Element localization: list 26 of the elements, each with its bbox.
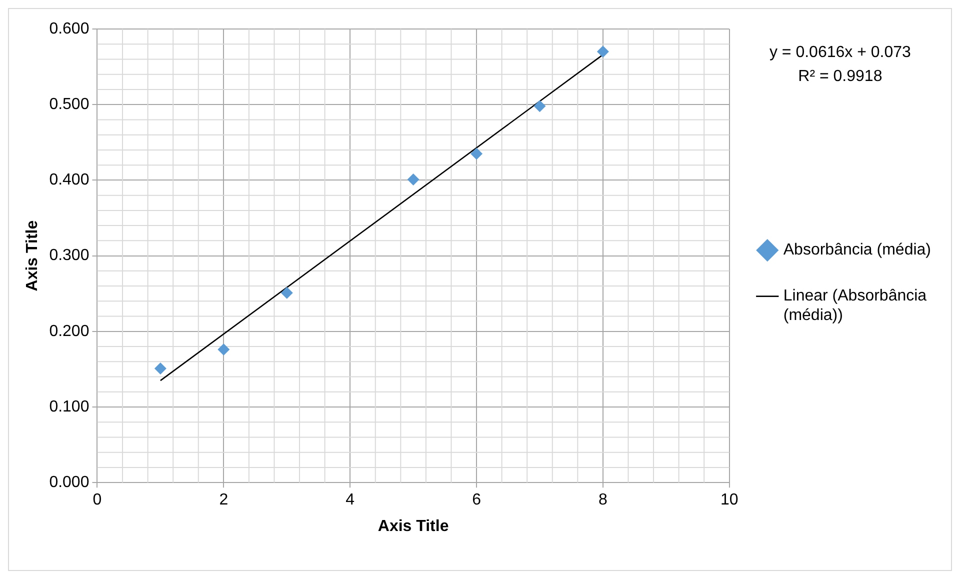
point	[218, 344, 230, 356]
text: R² = 0.9918	[798, 68, 882, 85]
point	[154, 362, 166, 374]
legend-label: Linear (Absorbância (média))	[783, 288, 927, 324]
x-tick-label: 10	[720, 492, 738, 509]
y-axis-title: Axis Title	[24, 220, 42, 292]
y-tick-label: 0.500	[49, 96, 90, 114]
legend-label: Absorbância (média)	[783, 242, 931, 259]
y-tick-label: 0.100	[49, 398, 90, 416]
text: y = 0.0616x + 0.073	[769, 44, 912, 61]
x-tick-label: 4	[346, 492, 355, 509]
point	[596, 46, 609, 58]
x-tick-label: 0	[92, 492, 102, 509]
x-axis-title: Axis Title	[378, 518, 449, 535]
point	[470, 148, 483, 160]
point	[534, 100, 546, 112]
y-tick-label: 0.400	[49, 172, 90, 189]
x-tick-label: 6	[472, 492, 482, 509]
x-tick-label: 2	[219, 492, 228, 509]
y-tick-label: 0.600	[49, 20, 90, 38]
x-tick-label: 8	[598, 492, 608, 509]
point	[407, 173, 420, 186]
point	[280, 286, 293, 299]
y-tick-label: 0.200	[49, 322, 90, 340]
y-tick-label: 0.000	[49, 474, 90, 492]
y-tick-label: 0.300	[49, 247, 90, 264]
